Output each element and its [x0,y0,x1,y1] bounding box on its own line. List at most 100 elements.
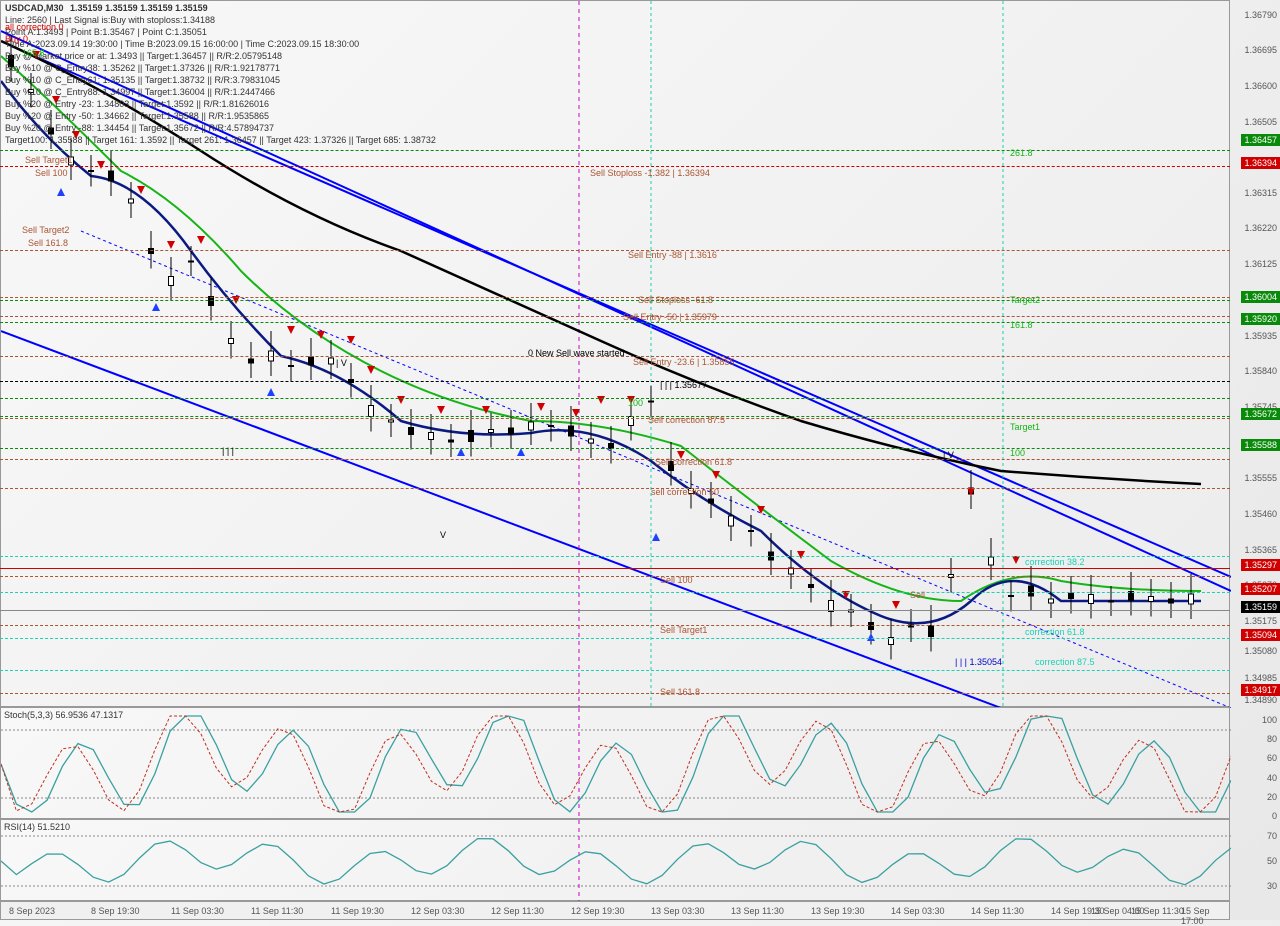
rsi-panel[interactable]: RSI(14) 51.5210 [0,819,1230,901]
chart-annotation: | | | [222,446,234,456]
stoch-label: 100 [1262,715,1277,725]
stoch-label: 60 [1267,753,1277,763]
chart-annotation: Sell Entry -50 | 1.35979 [623,312,717,322]
chart-annotation: Sell Stoploss -61.8 [638,295,713,305]
chart-annotation: Sell [910,590,925,600]
x-tick: 11 Sep 19:30 [331,906,384,916]
x-tick: 12 Sep 19:30 [571,906,625,916]
x-tick: 11 Sep 11:30 [251,906,303,916]
chart-annotation: sell correction 50 [651,487,719,497]
header-line: Buy %10 @ C_Entry61: 1.35135 || Target:1… [5,75,280,85]
price-label: 1.36790 [1244,10,1277,20]
price-tag: 1.35207 [1241,583,1280,595]
ohlc-label: 1.35159 1.35159 1.35159 1.35159 [70,3,208,13]
chart-annotation: | | | 1.35677 [660,380,707,390]
x-tick: 13 Sep 11:30 [731,906,784,916]
price-axis-main: 1.36790 1.36695 1.36600 1.36505 1.36315 1.362… [1230,0,1280,707]
chart-annotation: Sell 100 [35,168,68,178]
chart-annotation: Sell 161.8 [660,687,700,697]
chart-annotation: Sell Stoploss -1.382 | 1.36394 [590,168,710,178]
chart-annotation: Sell Target1 [660,625,707,635]
header-line: Buy %20 @ Entry -23: 1.34803 || Target:1… [5,99,269,109]
chart-annotation: V [440,530,446,540]
chart-annotation: | V [336,358,347,368]
x-tick: 13 Sep 03:30 [651,906,705,916]
price-tag: 1.35672 [1241,408,1280,420]
price-label: 1.35080 [1244,646,1277,656]
chart-annotation: 261.8 [1010,148,1033,158]
chart-annotation: | V [943,450,954,460]
stoch-label: 80 [1267,734,1277,744]
price-tag: 1.34917 [1241,684,1280,696]
chart-annotation: Sell correction 87.5 [648,415,725,425]
chart-annotation: Sell Entry -23.6 | 1.35855 [633,357,734,367]
chart-annotation: Sell correction 61.8 [655,457,732,467]
header-line: Buy %10 @ C_Entry38: 1.35262 || Target:1… [5,63,280,73]
price-tag: 1.36394 [1241,157,1280,169]
price-label: 1.36695 [1244,45,1277,55]
price-label: 1.36315 [1244,188,1277,198]
price-label: 1.35365 [1244,545,1277,555]
chart-annotation: 161.8 [1010,320,1033,330]
header-line: Buy @ Market price or at: 1.3493 || Targ… [5,51,282,61]
chart-annotation: 100 [1010,448,1025,458]
x-tick: 12 Sep 03:30 [411,906,465,916]
chart-annotation: correction 87.5 [1035,657,1095,667]
chart-annotation: correction 38.2 [1025,557,1085,567]
rsi-axis: 70 50 30 [1230,819,1280,901]
rsi-label: 50 [1267,856,1277,866]
price-label: 1.36600 [1244,81,1277,91]
price-label: 1.35175 [1244,616,1277,626]
chart-annotation: Sell Target1 [25,155,72,165]
chart-annotation: Sell 100 [660,575,693,585]
chart-annotation: 0 New Sell wave started [528,348,625,358]
chart-annotation: all correction 0 [5,22,64,32]
price-tag: 1.35920 [1241,313,1280,325]
header-line: Buy %20 @ Entry -50: 1.34662 || Target:1… [5,111,269,121]
stoch-axis: 100806040200 [1230,707,1280,819]
x-tick: 12 Sep 11:30 [491,906,544,916]
price-tag: 1.36004 [1241,291,1280,303]
chart-container: MARKETZ SITE [0,0,1280,920]
chart-annotation: Sell 161.8 [28,238,68,248]
chart-annotation: Target2 [1010,295,1040,305]
price-label: 1.35460 [1244,509,1277,519]
x-tick: 14 Sep 11:30 [971,906,1024,916]
time-axis: 8 Sep 20238 Sep 19:3011 Sep 03:3011 Sep … [0,901,1230,920]
chart-annotation: Sell Entry -88 | 1.3616 [628,250,717,260]
price-label: 1.34890 [1244,695,1277,705]
price-label: 1.36220 [1244,223,1277,233]
price-tag: 1.35159 [1241,601,1280,613]
chart-annotation: Target1 [1010,422,1040,432]
x-tick: 15 Sep 11:30 [1131,906,1184,916]
price-tag: 1.36457 [1241,134,1280,146]
stoch-label: 20 [1267,792,1277,802]
header-line: Buy %10 @ C_Entry88: 1.34997 || Target:1… [5,87,275,97]
x-tick: 15 Sep 17:00 [1181,906,1229,926]
price-label: 1.34985 [1244,673,1277,683]
rsi-label: 30 [1267,881,1277,891]
price-label: 1.35840 [1244,366,1277,376]
header-line: Buy %20 @ Entry -88: 1.34454 || Target:1… [5,123,274,133]
x-tick: 8 Sep 2023 [9,906,55,916]
chart-annotation: | | | 1.35054 [955,657,1002,667]
rsi-label: 70 [1267,831,1277,841]
header-line: Time A:2023.09.14 19:30:00 | Time B:2023… [5,39,359,49]
chart-annotation: Sell Target2 [22,225,69,235]
price-tag: 1.35588 [1241,439,1280,451]
price-label: 1.36125 [1244,259,1277,269]
price-label: 1.35555 [1244,473,1277,483]
chart-annotation: correction 61.8 [1025,627,1085,637]
symbol-label: USDCAD,M30 [5,3,64,13]
chart-annotation: 165.8 [22,48,45,58]
chart-annotation: 100 [628,398,643,408]
x-tick: 11 Sep 03:30 [171,906,224,916]
price-label: 1.36505 [1244,117,1277,127]
x-tick: 14 Sep 03:30 [891,906,945,916]
header-line: Target100: 1.35588 || Target 161: 1.3592… [5,135,436,145]
x-tick: 13 Sep 19:30 [811,906,865,916]
chart-annotation: Buy 0 [5,34,28,44]
price-tag: 1.35297 [1241,559,1280,571]
stochastic-panel[interactable]: Stoch(5,3,3) 56.9536 47.1317 [0,707,1230,819]
stoch-label: 40 [1267,773,1277,783]
